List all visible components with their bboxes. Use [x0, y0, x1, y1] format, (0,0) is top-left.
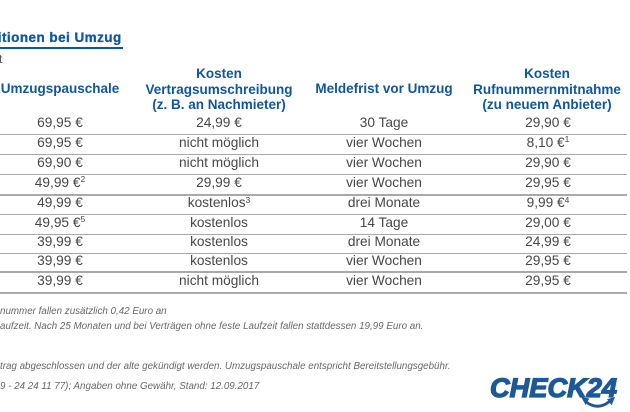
svg-text:CHECK24: CHECK24 [490, 373, 617, 403]
